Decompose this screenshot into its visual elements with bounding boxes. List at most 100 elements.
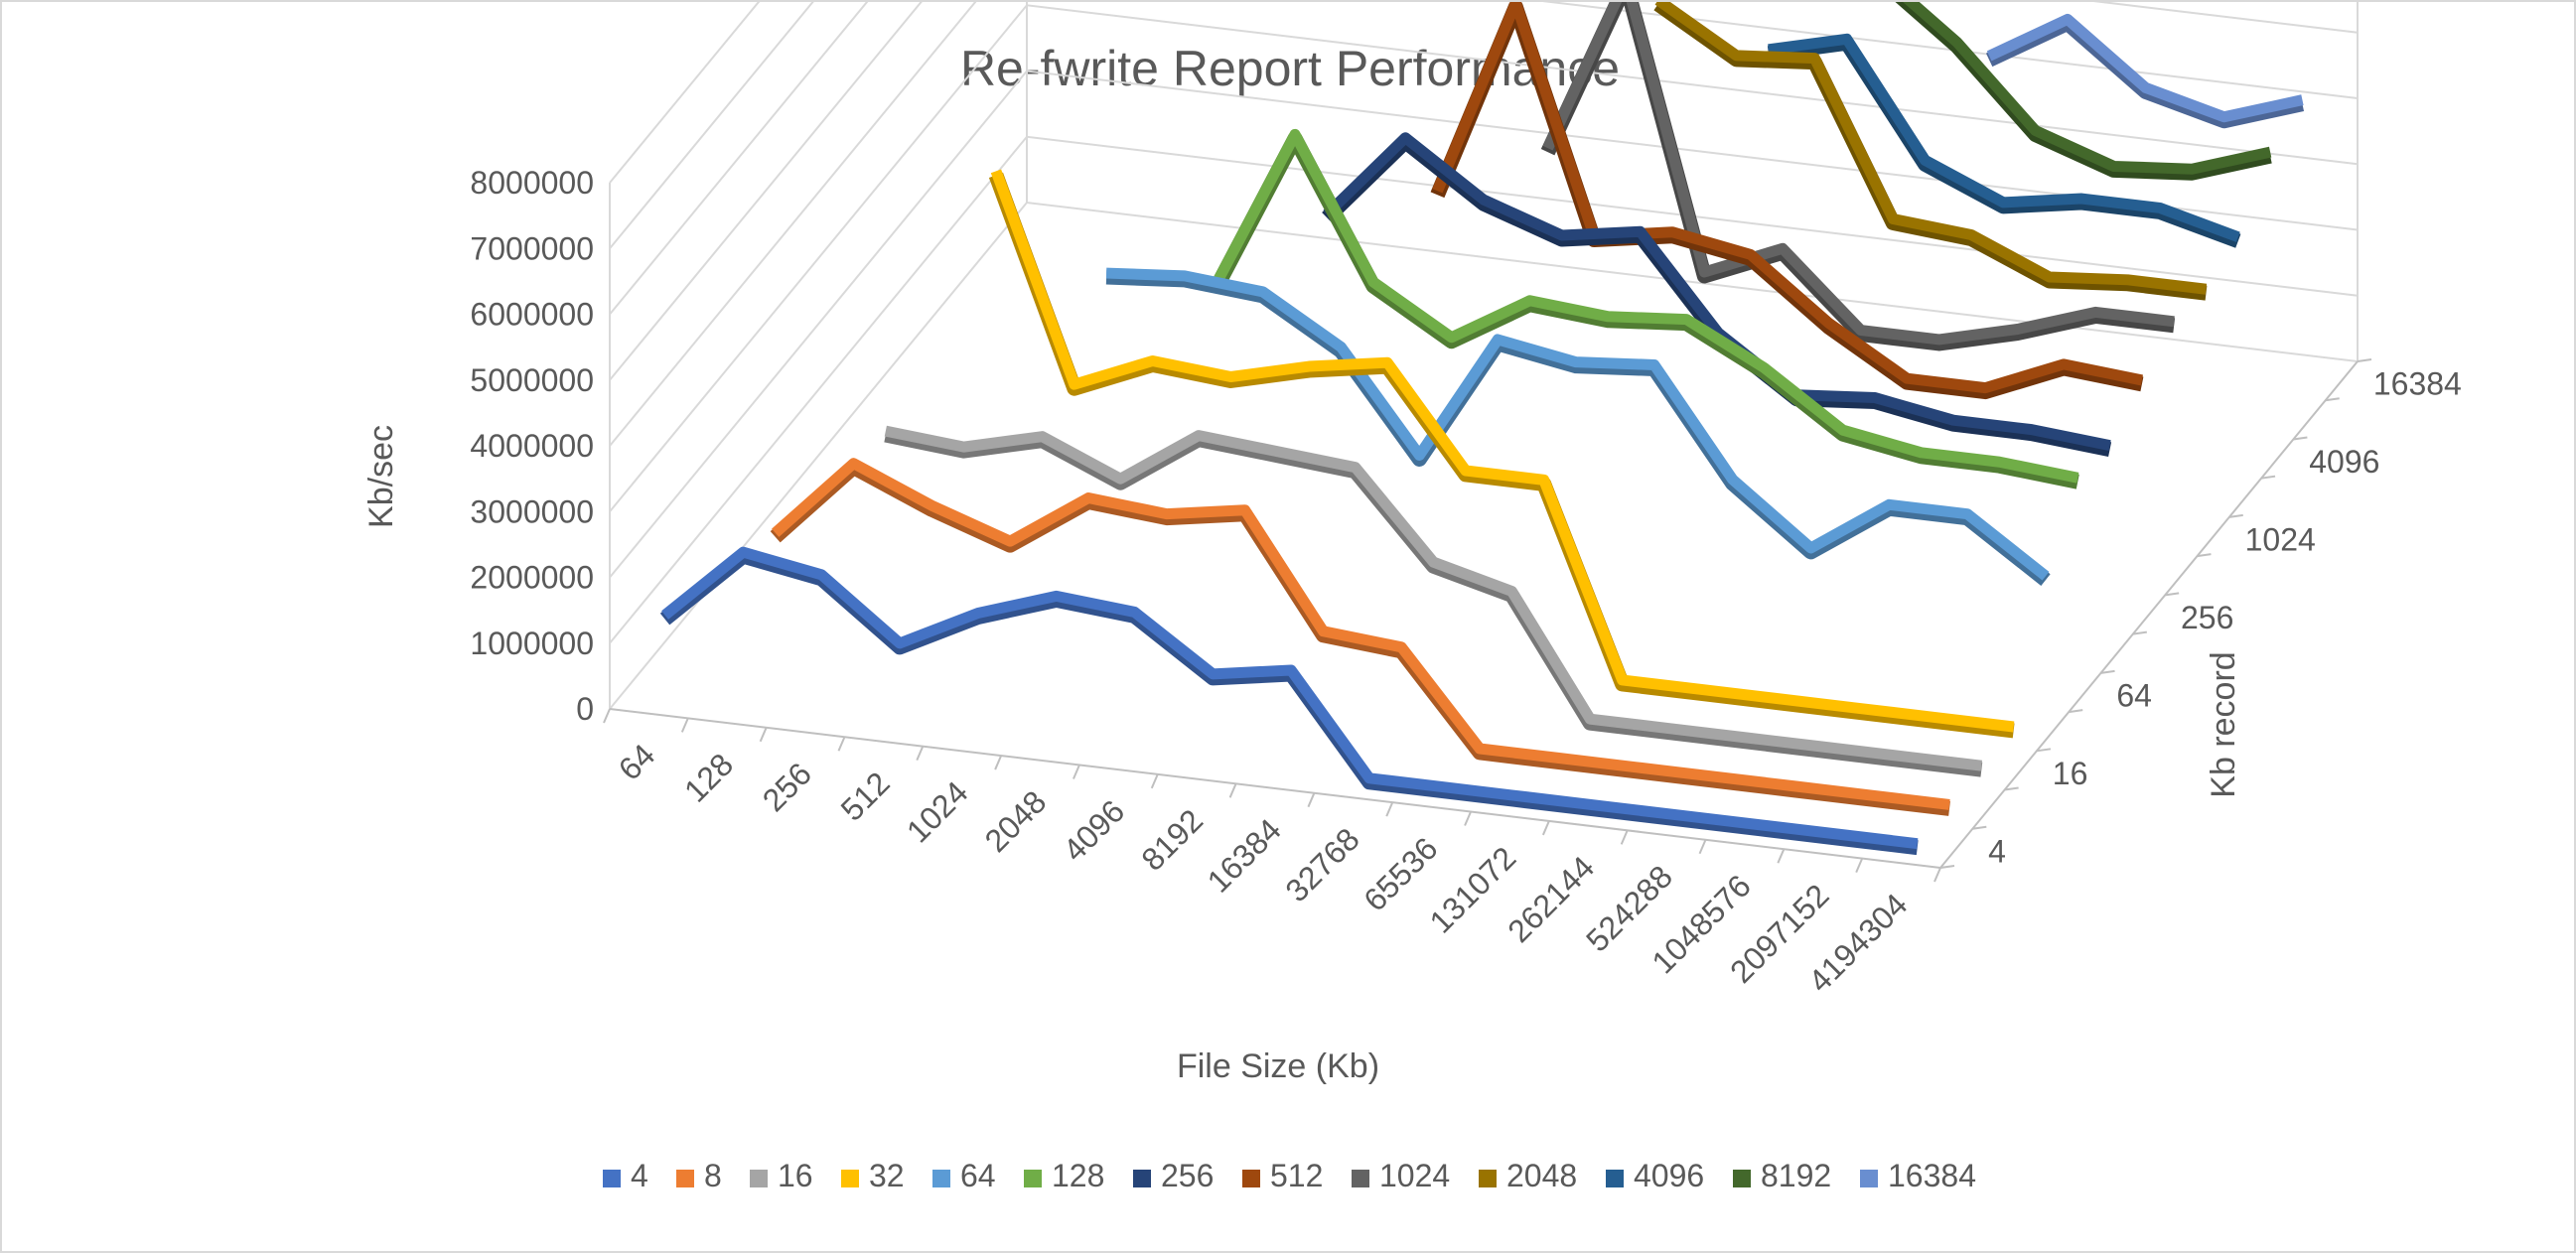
- x-tick-label: 1024: [900, 774, 975, 850]
- depth-tick-mark: [2260, 475, 2276, 480]
- series-line: [1105, 267, 2050, 581]
- gridline: [609, 2, 761, 184]
- depth-tick-label: 4: [1988, 833, 2006, 869]
- series-4096: [1767, 33, 2241, 248]
- legend-item: 8: [676, 1158, 722, 1193]
- x-tick-mark: [916, 746, 925, 762]
- series-line: [1432, 2, 2143, 394]
- legend-swatch: [1024, 1170, 1042, 1187]
- y-tick-label: 5000000: [470, 362, 594, 398]
- legend-label: 1024: [1379, 1158, 1450, 1193]
- series-512: [1430, 2, 2144, 400]
- legend-item: 8192: [1733, 1158, 1831, 1193]
- legend-label: 4096: [1634, 1158, 1704, 1193]
- x-tick-label: 512: [834, 765, 897, 827]
- series-16384: [1985, 13, 2305, 129]
- depth-tick-mark: [2132, 630, 2147, 635]
- legend-swatch: [841, 1170, 859, 1187]
- legend-item: 1024: [1352, 1158, 1450, 1193]
- x-tick-mark: [1307, 792, 1316, 808]
- legend-item: 16: [750, 1158, 813, 1193]
- gridline: [609, 2, 2359, 447]
- gridlines: [609, 2, 2359, 710]
- series-line: [1903, 2, 2272, 175]
- legend-swatch: [1352, 1170, 1369, 1187]
- x-tick-mark: [1464, 811, 1472, 826]
- legend-item: 32: [841, 1158, 905, 1193]
- x-axis-line: [609, 708, 1941, 869]
- depth-tick-mark: [1939, 865, 1955, 869]
- depth-tick-label: 64: [2116, 677, 2152, 713]
- legend-label: 4: [631, 1158, 648, 1193]
- x-tick-label: 4096: [1057, 793, 1132, 869]
- depth-tick-mark: [2069, 709, 2083, 714]
- x-tick-label: 2048: [978, 783, 1054, 859]
- x-tick-mark: [759, 727, 768, 743]
- series-2048: [1653, 2, 2208, 301]
- series-16: [884, 425, 1983, 777]
- series-line: [1212, 128, 2079, 484]
- x-tick-mark: [1228, 782, 1237, 798]
- series-line: [772, 458, 1950, 810]
- x-tick-mark: [994, 755, 1003, 770]
- legend-label: 256: [1161, 1158, 1214, 1193]
- series-line: [1986, 13, 2304, 123]
- legend-item: 128: [1024, 1158, 1104, 1193]
- x-tick-mark: [680, 718, 689, 733]
- depth-tick-label: 256: [2181, 600, 2233, 635]
- x-tick-label: 128: [677, 747, 740, 809]
- x-tick-mark: [1620, 829, 1629, 845]
- depth-tick-mark: [1972, 825, 1987, 830]
- y-tick-label: 2000000: [470, 560, 594, 596]
- legend-swatch: [1606, 1170, 1624, 1187]
- x-tick-mark: [1150, 773, 1159, 789]
- series-line: [1654, 2, 2208, 295]
- legend-label: 2048: [1506, 1158, 1577, 1193]
- x-tick-mark: [1073, 765, 1080, 779]
- legend-label: 16384: [1888, 1158, 1976, 1193]
- legend-swatch: [1133, 1170, 1151, 1187]
- legend-label: 512: [1270, 1158, 1323, 1193]
- legend-swatch: [1860, 1170, 1878, 1187]
- gridline: [609, 2, 869, 316]
- y-tick-label: 3000000: [470, 493, 594, 529]
- depth-tick-mark: [2293, 436, 2308, 441]
- series-line-shadow: [1105, 269, 2051, 587]
- legend-item: 64: [932, 1158, 996, 1193]
- legend-label: 16: [778, 1158, 813, 1193]
- x-tick-label: 256: [756, 756, 818, 818]
- series-line: [990, 169, 2015, 733]
- series-8192: [1895, 2, 2272, 181]
- depth-tick-mark: [2197, 553, 2212, 558]
- depth-tick-label: 16384: [2373, 366, 2462, 402]
- legend-swatch: [1479, 1170, 1497, 1187]
- legend-swatch: [676, 1170, 694, 1187]
- depth-tick-mark: [2228, 513, 2243, 518]
- depth-tick-label: 16: [2053, 756, 2088, 791]
- series-64: [1105, 267, 2051, 587]
- depth-axis-title: Kb record: [2205, 651, 2242, 797]
- depth-tick-mark: [2004, 786, 2019, 791]
- x-axis-title: File Size (Kb): [1177, 1047, 1379, 1085]
- series-line: [884, 425, 1983, 771]
- y-axis-title: Kb/sec: [362, 425, 400, 528]
- depth-tick-mark: [2325, 397, 2340, 402]
- depth-tick-mark: [2357, 358, 2372, 362]
- series-layer: [659, 2, 2305, 856]
- depth-tick-label: 4096: [2309, 444, 2379, 480]
- x-tick-mark: [1385, 801, 1394, 817]
- legend-item: 4: [603, 1158, 648, 1193]
- series-8: [770, 458, 1950, 816]
- x-tick-label: 8192: [1134, 802, 1210, 878]
- x-tick-mark: [1855, 858, 1864, 873]
- legend-item: 16384: [1860, 1158, 1976, 1193]
- y-tick-label: 0: [576, 691, 594, 727]
- x-tick-label: 32768: [1278, 821, 1365, 908]
- legend-item: 4096: [1606, 1158, 1704, 1193]
- legend-swatch: [1733, 1170, 1751, 1187]
- x-tick-label: 16384: [1201, 811, 1288, 899]
- depth-tick-mark: [2165, 592, 2180, 597]
- series-line: [1542, 2, 2175, 346]
- legend-swatch: [603, 1170, 621, 1187]
